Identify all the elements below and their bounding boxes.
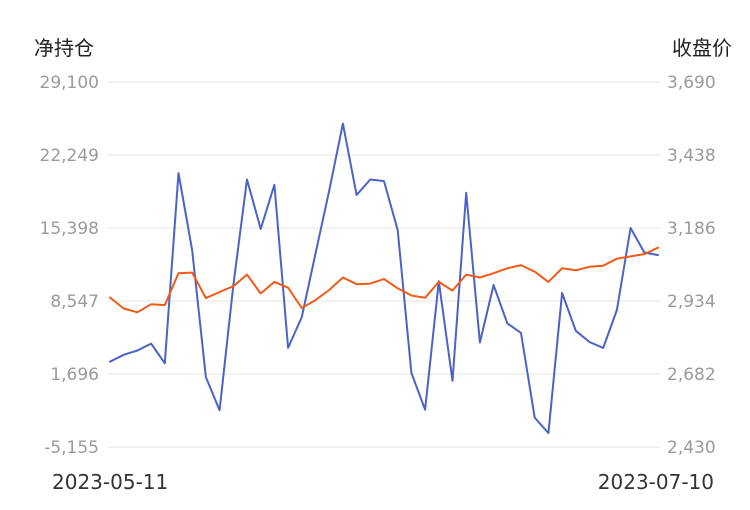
left-tick-label: -5,155 bbox=[44, 438, 99, 458]
right-tick-label: 3,186 bbox=[667, 219, 716, 239]
right-axis-title: 收盘价 bbox=[672, 36, 732, 60]
series-line-net-position bbox=[109, 122, 659, 435]
left-tick-label: 29,100 bbox=[40, 73, 99, 93]
left-tick-label: 22,249 bbox=[40, 146, 99, 166]
left-tick-label: 8,547 bbox=[50, 292, 99, 312]
right-tick-label: 2,682 bbox=[667, 365, 716, 385]
right-tick-label: 3,438 bbox=[667, 146, 716, 166]
right-tick-label: 2,430 bbox=[667, 438, 716, 458]
right-axis-ticks: 3,690 3,438 3,186 2,934 2,682 2,430 bbox=[667, 73, 716, 458]
gridlines bbox=[108, 81, 660, 448]
left-tick-label: 1,696 bbox=[50, 365, 99, 385]
series-line-close-price bbox=[109, 246, 659, 314]
right-tick-label: 2,934 bbox=[667, 292, 716, 312]
right-tick-label: 3,690 bbox=[667, 73, 716, 93]
left-tick-label: 15,398 bbox=[40, 219, 99, 239]
x-start-label: 2023-05-11 bbox=[52, 470, 168, 494]
series-layer bbox=[109, 122, 659, 435]
left-axis-title: 净持仓 bbox=[34, 36, 94, 60]
left-axis-ticks: 29,100 22,249 15,398 8,547 1,696 -5,155 bbox=[40, 73, 99, 458]
x-end-label: 2023-07-10 bbox=[598, 470, 714, 494]
